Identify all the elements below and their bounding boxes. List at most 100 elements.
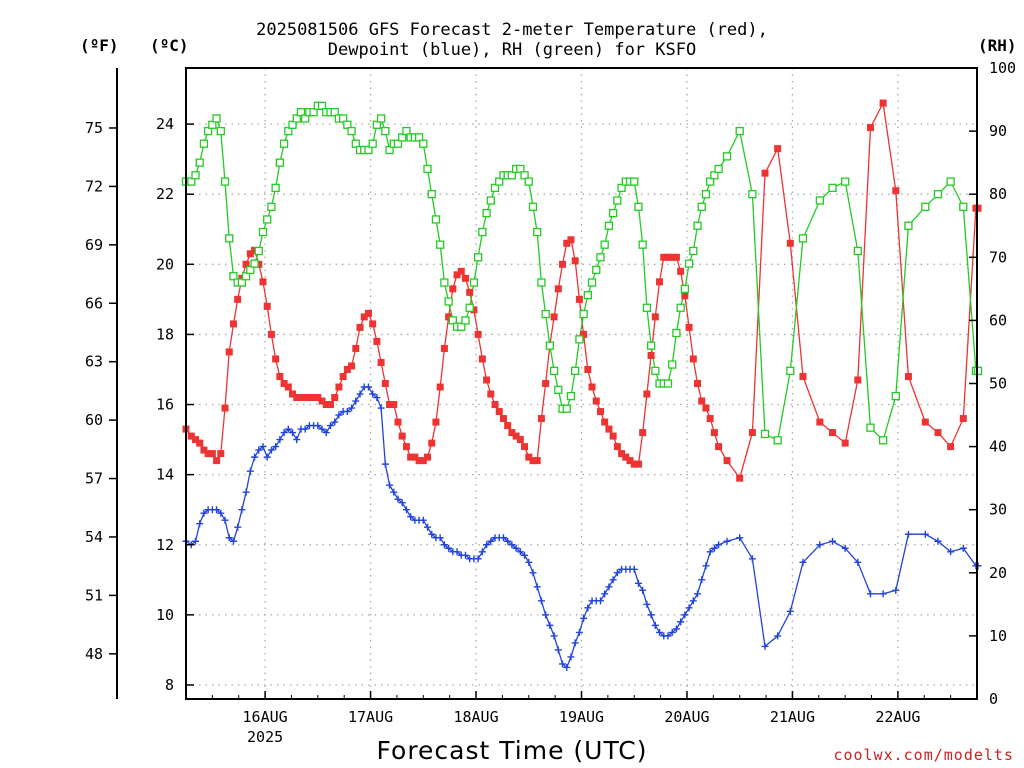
rh-point bbox=[478, 227, 487, 237]
grid-lines bbox=[186, 68, 977, 699]
temperature-point bbox=[415, 457, 423, 465]
rh-point bbox=[545, 341, 555, 350]
temperature-point bbox=[904, 372, 912, 380]
temperature-point bbox=[947, 443, 955, 451]
rh-point bbox=[672, 328, 681, 338]
rh-point bbox=[317, 101, 327, 111]
rh-point bbox=[946, 177, 955, 186]
dewpoint-point bbox=[639, 586, 647, 594]
rh-point bbox=[710, 171, 719, 180]
rh-point bbox=[267, 202, 276, 211]
temperature-point bbox=[352, 344, 360, 352]
temperature-point bbox=[656, 278, 664, 286]
dewpoint-point bbox=[702, 562, 710, 570]
dewpoint-point bbox=[656, 628, 664, 636]
chart-title-line-2: Dewpoint (blue), RH (green) for KSFO bbox=[327, 40, 697, 60]
temperature-point bbox=[550, 313, 558, 321]
rh-point bbox=[347, 126, 356, 136]
dewpoint-point bbox=[634, 579, 642, 587]
rh-point bbox=[393, 139, 403, 148]
temperature-point bbox=[364, 309, 372, 317]
temperature-point bbox=[191, 436, 199, 444]
rh-point bbox=[566, 391, 576, 401]
dewpoint-point bbox=[537, 597, 545, 605]
temperature-point bbox=[466, 288, 474, 296]
temperature-point bbox=[356, 323, 364, 331]
temperature-point bbox=[267, 330, 275, 338]
dewpoint-point bbox=[402, 506, 410, 514]
temperature-point bbox=[575, 295, 583, 303]
temperature-point bbox=[445, 313, 453, 321]
temperature-point bbox=[289, 390, 297, 398]
temperature-point bbox=[934, 429, 942, 437]
temperature-point bbox=[255, 260, 263, 268]
rh-point bbox=[933, 190, 943, 199]
rh-point bbox=[613, 196, 622, 205]
rh-point bbox=[203, 126, 213, 136]
temperature-point bbox=[449, 285, 457, 293]
dewpoint-point bbox=[272, 443, 280, 451]
fahrenheit-tick-label: 51 bbox=[85, 586, 103, 604]
rh-point bbox=[866, 423, 875, 432]
dewpoint-point bbox=[554, 646, 562, 654]
temperature-point bbox=[664, 253, 672, 261]
temperature-point bbox=[630, 460, 638, 468]
temperature-point bbox=[829, 429, 837, 437]
temperature-point bbox=[495, 408, 503, 416]
rh-point bbox=[461, 316, 470, 325]
rh-point bbox=[482, 208, 491, 218]
rh-point bbox=[431, 215, 441, 224]
temperature-point bbox=[390, 401, 398, 409]
rh-point bbox=[199, 139, 209, 148]
source-credit: coolwx.com/modelts bbox=[833, 746, 1014, 764]
rh-point bbox=[706, 177, 715, 186]
rh-line bbox=[186, 105, 979, 442]
rh-point bbox=[697, 202, 706, 211]
temperature-point bbox=[723, 457, 731, 465]
rh-point bbox=[423, 164, 432, 174]
rh-point bbox=[402, 126, 411, 136]
dewpoint-point bbox=[736, 534, 744, 542]
temperature-point bbox=[301, 394, 309, 402]
rh-point bbox=[722, 152, 732, 161]
rh-point bbox=[693, 221, 702, 230]
rh-point bbox=[528, 202, 538, 211]
fahrenheit-tick-label: 63 bbox=[85, 353, 103, 371]
temperature-point bbox=[297, 394, 305, 402]
temperature-point bbox=[411, 453, 419, 461]
dewpoint-point bbox=[651, 621, 659, 629]
temperature-point bbox=[440, 344, 448, 352]
temperature-point bbox=[204, 450, 212, 458]
dewpoint-point bbox=[419, 516, 427, 524]
dewpoint-point bbox=[921, 530, 929, 538]
dewpoint-point bbox=[246, 467, 254, 475]
rh-point bbox=[676, 303, 685, 312]
dewpoint-point bbox=[381, 460, 389, 468]
rh-point bbox=[486, 196, 495, 205]
dewpoint-point bbox=[550, 632, 558, 640]
temperature-point bbox=[571, 257, 579, 265]
dewpoint-point bbox=[672, 625, 680, 633]
temperature-point bbox=[516, 436, 524, 444]
dewpoint-point bbox=[947, 548, 955, 556]
dewpoint-point bbox=[508, 541, 516, 549]
rh-point bbox=[798, 234, 808, 243]
rh-point bbox=[263, 215, 272, 224]
dewpoint-point bbox=[326, 422, 334, 430]
temperature-point bbox=[685, 323, 693, 331]
temperature-point bbox=[293, 394, 301, 402]
dewpoint-point bbox=[191, 537, 199, 545]
dewpoint-point bbox=[630, 565, 638, 573]
rh-point bbox=[195, 158, 204, 167]
temperature-point bbox=[314, 394, 322, 402]
temperature-point bbox=[974, 204, 982, 212]
dewpoint-point bbox=[424, 523, 432, 531]
rh-point bbox=[815, 196, 825, 205]
temperature-point bbox=[217, 450, 225, 458]
dewpoint-point bbox=[322, 429, 330, 437]
temperature-point bbox=[634, 460, 642, 468]
temperature-point bbox=[187, 432, 195, 440]
temperature-point bbox=[428, 439, 436, 447]
temperature-point bbox=[504, 422, 512, 430]
dewpoint-point bbox=[284, 425, 292, 433]
